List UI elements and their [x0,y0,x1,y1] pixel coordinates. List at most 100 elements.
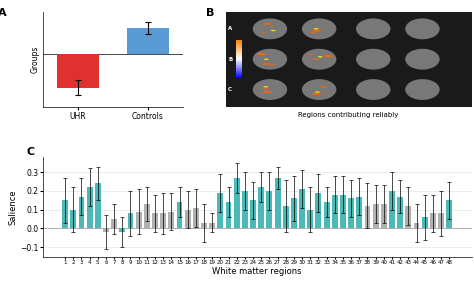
Text: B: B [228,57,232,62]
Text: A: A [0,8,6,18]
Bar [307,210,313,229]
Bar [79,196,84,229]
Bar [236,76,242,77]
Y-axis label: Groups: Groups [31,45,40,73]
Bar [446,200,452,229]
Y-axis label: Salience: Salience [9,189,18,225]
Bar [430,214,436,229]
Bar [274,178,281,229]
Ellipse shape [314,28,319,30]
Ellipse shape [302,49,337,70]
Bar [236,72,242,73]
Bar [365,206,370,229]
Ellipse shape [253,79,287,100]
Bar [236,59,242,60]
Bar [236,64,242,65]
Bar [185,210,191,229]
Bar [236,62,242,63]
Bar [236,66,242,67]
Bar [128,214,133,229]
Ellipse shape [308,54,312,55]
Bar [87,187,92,229]
Bar [266,191,273,229]
Ellipse shape [323,92,327,94]
Bar [236,60,242,61]
Ellipse shape [260,92,264,94]
Bar [283,206,289,229]
Bar [70,210,76,229]
Text: A: A [228,26,232,31]
Bar [177,202,182,229]
Bar [136,212,142,229]
Bar [236,44,242,45]
Bar [389,191,395,229]
Bar [236,41,242,42]
Bar [236,69,242,70]
Bar [57,55,99,88]
Bar [250,200,256,229]
Ellipse shape [405,49,440,70]
Bar [381,204,387,229]
Ellipse shape [356,18,391,39]
Bar [324,202,329,229]
Bar [236,43,242,44]
Bar [236,50,242,51]
Bar [236,49,242,50]
Bar [95,183,101,229]
Ellipse shape [264,91,272,93]
Ellipse shape [315,91,320,93]
Ellipse shape [405,79,440,100]
Bar [236,63,242,64]
Bar [236,68,242,69]
Ellipse shape [264,58,269,60]
Bar [236,46,242,47]
Bar [236,48,242,49]
Text: B: B [206,8,214,18]
Bar [356,196,362,229]
Ellipse shape [302,79,337,100]
Text: Regions contributing reliably: Regions contributing reliably [299,112,399,118]
Ellipse shape [261,32,265,33]
Bar [119,229,125,232]
Bar [236,61,242,62]
Text: C: C [228,87,232,92]
Ellipse shape [253,18,287,39]
Bar [332,195,337,229]
X-axis label: White matter regions: White matter regions [212,266,302,276]
Bar [236,77,242,78]
Bar [234,178,240,229]
Bar [236,54,242,55]
Bar [348,199,354,229]
Bar [236,56,242,57]
Bar [236,70,242,71]
Bar [373,204,379,229]
Bar [236,65,242,66]
Bar [422,217,428,229]
Bar [236,73,242,74]
Bar [144,204,150,229]
Ellipse shape [253,49,287,70]
Bar [236,52,242,53]
Ellipse shape [312,30,318,31]
Bar [152,214,158,229]
Ellipse shape [264,86,268,88]
Bar [62,200,68,229]
Bar [397,196,403,229]
Ellipse shape [405,18,440,39]
Ellipse shape [356,49,391,70]
Bar [236,40,242,41]
Bar [127,28,169,55]
Bar [236,47,242,48]
Bar [236,58,242,59]
Bar [236,74,242,75]
Bar [160,214,166,229]
Bar [236,55,242,56]
Bar [405,206,411,229]
Bar [236,45,242,46]
Bar [438,214,444,229]
Ellipse shape [264,23,272,25]
Ellipse shape [302,18,337,39]
Bar [111,219,117,229]
Ellipse shape [257,53,266,55]
Bar [236,67,242,68]
